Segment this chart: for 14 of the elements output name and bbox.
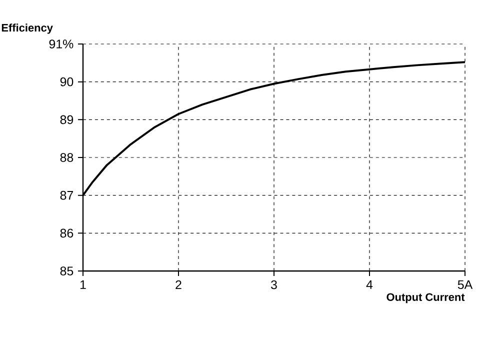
x-tick-label: 1 [80,280,86,289]
y-tick-label: 90 [60,77,74,86]
y-axis-title: Efficiency [2,24,53,34]
y-tick-label: 85 [60,266,74,276]
y-tick-label: 89 [60,115,74,124]
y-tick-label: 87 [60,190,74,200]
x-axis-title: Output Current [386,293,465,304]
y-tick-label: 88 [60,153,74,162]
x-tick-label: 2 [176,280,182,290]
y-tick-label: 86 [60,228,74,238]
y-tick-label: 91% [49,40,74,48]
x-tick-label: 5A [458,280,473,290]
x-tick-label: 3 [271,280,277,290]
x-tick-label: 4 [366,280,373,289]
